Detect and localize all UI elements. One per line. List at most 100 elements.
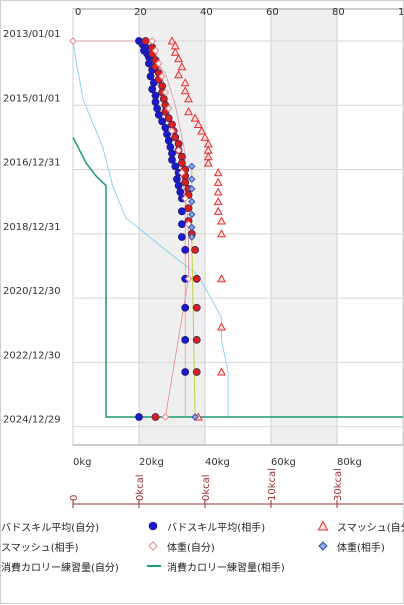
kcal-tick-label: 30kcal [333, 468, 344, 501]
point-own-smash [184, 107, 193, 116]
point-opp-smash [161, 88, 170, 97]
point-own-smash [213, 187, 223, 196]
point-own-skill [161, 123, 170, 132]
point-own-smash [174, 54, 184, 63]
point-own-smash [217, 229, 226, 238]
point-opp-weight [188, 185, 196, 193]
series-line-opp-calorie [72, 137, 403, 418]
point-opp-skill [184, 204, 193, 213]
point-own-skill [177, 220, 186, 229]
y-tick-label: 2013/01/01 [3, 29, 61, 40]
tick-labels: 2013/01/01 2015/01/01 2016/12/31 2018/12/31… [3, 7, 404, 468]
point-own-smash [213, 197, 223, 206]
bottom-tick-label: 80kg [337, 457, 362, 468]
legend-label: バドスキル平均(相手) [167, 522, 266, 534]
point-opp-smash [69, 37, 77, 45]
legend-label: バドスキル平均(自分) [1, 522, 100, 534]
point-own-smash [217, 216, 226, 225]
point-opp-weight [188, 162, 196, 171]
point-opp-smash [161, 413, 170, 421]
legend-label: スマッシュ(自分) [337, 522, 404, 534]
point-opp-weight [188, 175, 196, 183]
point-opp-skill [164, 114, 173, 123]
point-own-skill [166, 143, 175, 151]
point-opp-skill [181, 178, 190, 187]
kcal-tick-label: 0kcal [201, 474, 212, 501]
point-own-skill [168, 149, 176, 158]
legend-label: 体重(相手) [337, 542, 385, 554]
point-own-skill [135, 413, 143, 421]
point-opp-smash [168, 127, 176, 135]
point-opp-skill [192, 274, 201, 283]
top-tick-label: 100 [398, 7, 404, 18]
point-opp-smash [178, 169, 186, 177]
point-own-skill [168, 156, 176, 164]
legend-marker [148, 541, 158, 551]
point-opp-skill [151, 413, 160, 421]
legend-item: スマッシュ(相手) [1, 537, 79, 555]
y-tick-label: 2022/12/30 [3, 350, 61, 361]
point-opp-weight [188, 197, 196, 206]
point-own-smash [213, 168, 223, 177]
point-own-skill [153, 104, 162, 113]
point-opp-smash [181, 194, 189, 203]
point-own-skill [158, 117, 166, 126]
top-tick-label: 0 [75, 7, 81, 18]
legend-marker-circle [148, 521, 158, 531]
bottom-tick-label: 60kg [271, 457, 296, 468]
bottom-tick-label: 0kg [73, 457, 92, 468]
point-opp-smash [158, 72, 166, 81]
point-opp-skill [177, 159, 186, 168]
point-own-skill [174, 181, 183, 190]
point-opp-skill [141, 37, 150, 45]
point-own-smash [177, 62, 187, 71]
point-own-smash [213, 206, 223, 215]
point-opp-weight [188, 210, 196, 219]
point-own-skill [151, 91, 160, 100]
legend-row: 消費カロリー練習量(自分) 消費カロリー練習量(相手) [1, 557, 404, 575]
point-own-smash [184, 94, 193, 103]
point-own-smash [217, 274, 226, 283]
point-own-skill [144, 59, 153, 68]
y-tick-label: 2020/12/30 [3, 286, 61, 297]
point-own-skill [148, 85, 157, 94]
plot-background [73, 9, 403, 445]
legend-row: バドスキル平均(自分) バドスキル平均(相手) スマッシュ(自分) [1, 517, 404, 535]
kcal-tick-label: 10kcal [267, 468, 278, 501]
legend-label: 体重(自分) [167, 542, 215, 554]
legend-marker [147, 565, 161, 567]
point-own-smash [174, 70, 184, 79]
point-own-skill [181, 303, 190, 312]
point-opp-skill [177, 152, 186, 161]
point-own-smash [197, 126, 207, 135]
legend-item: バドスキル平均(自分) [1, 517, 99, 535]
legend-item: バドスキル平均(相手) [147, 517, 265, 535]
band-60-80 [271, 9, 337, 445]
point-own-skill [146, 72, 155, 81]
bottom-tick-label: 20kg [139, 457, 164, 468]
legend-marker [148, 521, 158, 531]
point-own-skill [164, 136, 173, 145]
legend-item: 消費カロリー練習量(相手) [147, 557, 285, 575]
point-own-smash [170, 47, 180, 56]
legend-item: 消費カロリー練習量(自分) [1, 557, 119, 575]
legend-marker [318, 541, 328, 551]
point-opp-skill [192, 303, 201, 312]
y-tick-label: 2024/12/29 [3, 415, 61, 426]
point-opp-weight [188, 223, 196, 232]
point-own-smash [217, 367, 226, 376]
legend-label: 消費カロリー練習量(相手) [167, 562, 285, 574]
y-tick-label: 2015/01/01 [3, 93, 61, 104]
point-opp-smash [184, 275, 193, 283]
point-own-skill [176, 188, 185, 196]
kcal-axis: 0 0kcal 0kcal 10kcal 30kcal [69, 468, 403, 508]
point-own-skill [173, 175, 181, 184]
point-opp-skill [191, 245, 199, 254]
point-opp-smash [151, 46, 160, 55]
legend-marker-diamond [148, 541, 158, 551]
point-own-smash [180, 86, 190, 95]
legend-marker-triangle [317, 520, 329, 531]
point-own-smash [203, 158, 213, 167]
grid-lines [72, 8, 404, 446]
